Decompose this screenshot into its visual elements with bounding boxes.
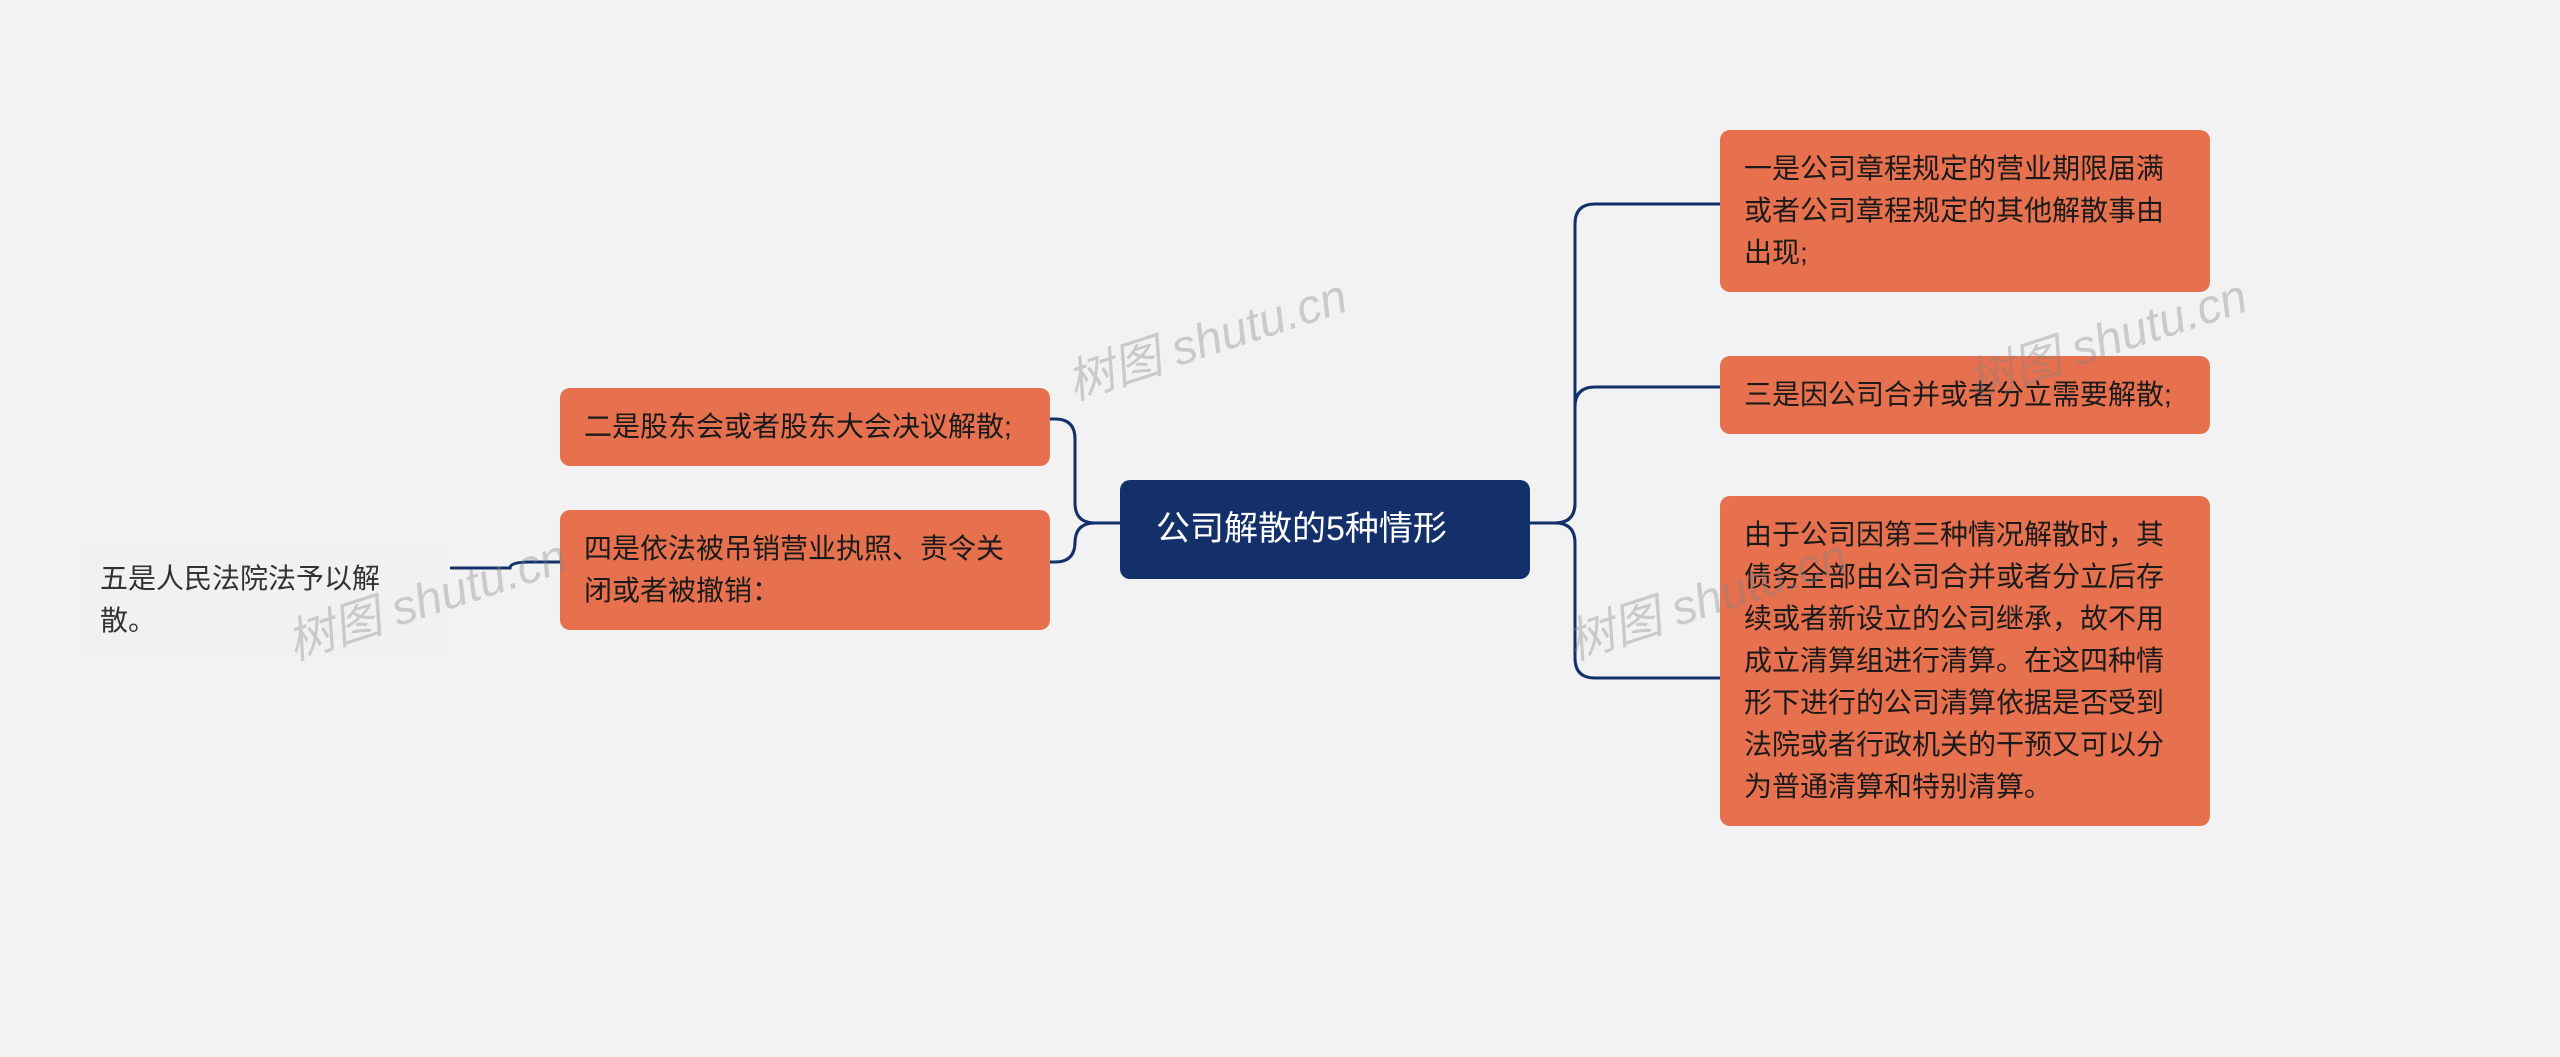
branch-node-1[interactable]: 一是公司章程规定的营业期限届满或者公司章程规定的其他解散事由出现;: [1720, 130, 2210, 292]
branch-node-explain[interactable]: 由于公司因第三种情况解散时，其债务全部由公司合并或者分立后存续或者新设立的公司继…: [1720, 496, 2210, 826]
branch-node-2[interactable]: 二是股东会或者股东大会决议解散;: [560, 388, 1050, 466]
center-node[interactable]: 公司解散的5种情形: [1120, 480, 1530, 579]
branch-node-3[interactable]: 三是因公司合并或者分立需要解散;: [1720, 356, 2210, 434]
leaf-node-5[interactable]: 五是人民法院法予以解散。: [80, 544, 450, 656]
watermark: 树图 shutu.cn: [1056, 257, 1354, 413]
branch-node-4[interactable]: 四是依法被吊销营业执照、责令关闭或者被撤销：: [560, 510, 1050, 630]
